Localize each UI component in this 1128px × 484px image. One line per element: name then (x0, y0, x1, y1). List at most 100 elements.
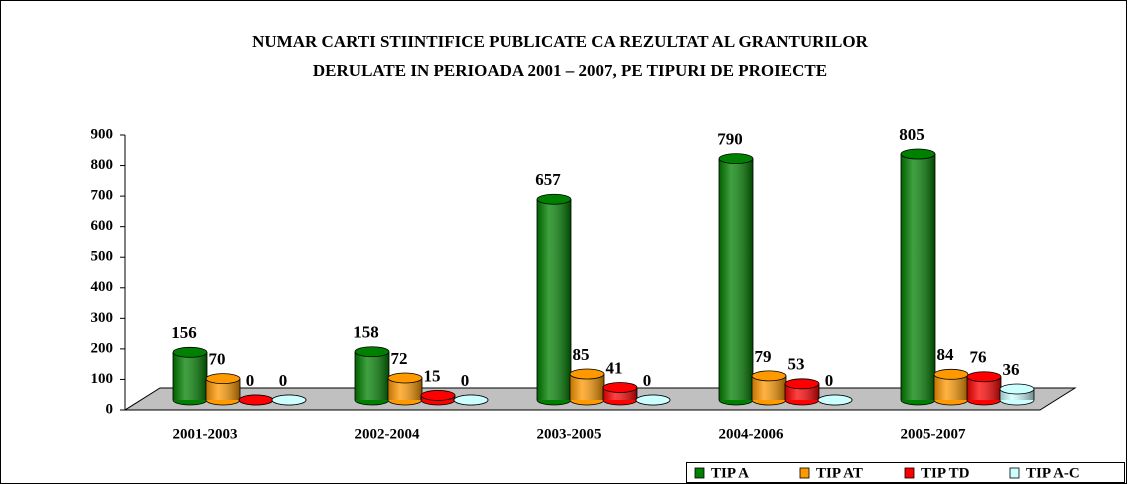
bar-shade (206, 378, 240, 400)
y-tick-label: 300 (91, 310, 114, 326)
bar-top (718, 153, 754, 165)
legend-swatch (694, 467, 705, 479)
bar-top (271, 394, 307, 406)
x-tick-label: 2004-2006 (719, 426, 784, 442)
bar-top (387, 372, 423, 384)
bar (900, 148, 936, 406)
bar-outline (999, 389, 1035, 400)
legend-swatch (904, 467, 915, 479)
bar (238, 394, 274, 406)
data-label: 76 (970, 348, 987, 367)
bar-shade (719, 158, 753, 400)
bar-top (817, 394, 853, 406)
x-tick-label: 2002-2004 (355, 426, 420, 442)
bar-shade (967, 376, 1001, 400)
bar-top (784, 378, 820, 390)
bar-top (635, 394, 671, 406)
bar-top (751, 370, 787, 382)
bar-outline (784, 383, 820, 400)
bar-shade (1000, 389, 1034, 400)
bar-top (354, 346, 390, 358)
bar-outline (900, 154, 936, 400)
data-label: 84 (937, 345, 955, 364)
data-label: 85 (573, 345, 590, 364)
y-tick-label: 0 (106, 401, 114, 417)
bar-shade (901, 154, 935, 400)
legend-label: TIP A (711, 465, 749, 481)
bar (271, 394, 307, 406)
bar-top (569, 368, 605, 380)
data-label: 0 (825, 371, 834, 390)
bar (784, 378, 820, 406)
y-tick-label: 100 (91, 371, 114, 387)
bar-outline (718, 158, 754, 400)
bar-top (536, 193, 572, 205)
bar-shade (388, 378, 422, 400)
bar-outline (536, 199, 572, 400)
bar (387, 372, 423, 406)
x-tick-label: 2001-2003 (173, 426, 238, 442)
bar-top (999, 383, 1035, 395)
data-label: 0 (279, 371, 288, 390)
bar (718, 153, 754, 406)
bar-top (172, 346, 208, 358)
data-label: 805 (899, 125, 925, 144)
legend-swatch (799, 467, 810, 479)
bar (817, 394, 853, 406)
bar (751, 370, 787, 406)
bar-top (205, 373, 241, 385)
data-label: 657 (535, 170, 561, 189)
legend-label: TIP AT (816, 465, 863, 481)
bar-shade (173, 352, 207, 400)
bar-top (900, 148, 936, 160)
y-tick-label: 200 (91, 340, 114, 356)
bar (602, 382, 638, 406)
data-label: 158 (353, 323, 379, 342)
chart-title: NUMAR CARTI STIINTIFICE PUBLICATE CA REZ… (252, 32, 869, 51)
y-tick-label: 700 (91, 188, 114, 204)
y-tick-label: 600 (91, 218, 114, 234)
bar-shade (537, 199, 571, 400)
chart-title: DERULATE IN PERIOADA 2001 – 2007, PE TIP… (313, 61, 827, 80)
bar (999, 383, 1035, 406)
bar-top (420, 390, 456, 401)
bar (205, 373, 241, 406)
data-label: 790 (717, 130, 743, 149)
bar (420, 390, 456, 406)
bar-top (453, 394, 489, 406)
data-label: 79 (755, 347, 772, 366)
x-tick-label: 2003-2005 (537, 426, 602, 442)
bar-outline (205, 378, 241, 400)
bar-top (933, 368, 969, 380)
bar (635, 394, 671, 406)
bar (569, 368, 605, 406)
legend-label: TIP TD (921, 465, 970, 481)
bar-shade (355, 351, 389, 400)
y-tick-label: 500 (91, 249, 114, 265)
data-label: 53 (788, 355, 805, 374)
data-label: 36 (1003, 360, 1020, 379)
y-tick-label: 400 (91, 279, 114, 295)
data-label: 41 (606, 358, 623, 377)
x-tick-label: 2005-2007 (901, 426, 966, 442)
data-label: 0 (643, 371, 652, 390)
data-label: 156 (171, 323, 197, 342)
data-label: 0 (461, 371, 470, 390)
bar (172, 346, 208, 406)
data-label: 0 (246, 371, 255, 390)
data-label: 70 (209, 350, 226, 369)
y-tick-label: 900 (91, 126, 114, 142)
bar (536, 193, 572, 406)
bar-top (966, 371, 1002, 383)
y-tick-label: 800 (91, 157, 114, 173)
bar (933, 368, 969, 406)
bar (966, 371, 1002, 406)
legend-label: TIP A-C (1026, 465, 1080, 481)
data-label: 15 (424, 366, 441, 385)
bar (354, 346, 390, 406)
bar-top (238, 394, 274, 406)
data-label: 72 (391, 349, 408, 368)
legend-swatch (1009, 467, 1020, 479)
bar (453, 394, 489, 406)
